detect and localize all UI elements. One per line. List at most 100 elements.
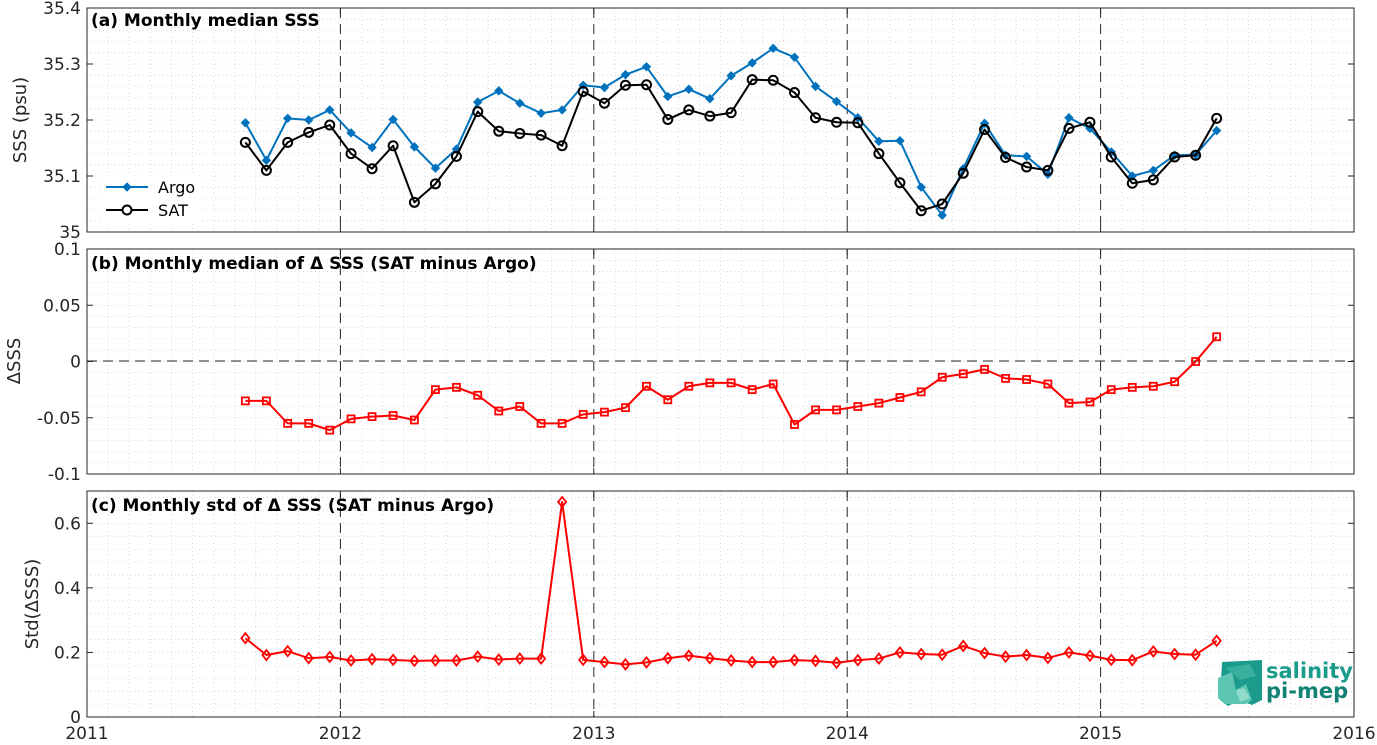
data-point-series xyxy=(262,396,271,406)
data-point-sat xyxy=(366,163,378,175)
data-point-sat xyxy=(979,124,991,136)
data-point-series xyxy=(1170,377,1179,387)
data-point-series xyxy=(557,418,567,428)
data-point-series xyxy=(240,631,251,645)
y-tick-label: 0 xyxy=(70,353,81,373)
data-point-series xyxy=(431,385,440,395)
data-point-series xyxy=(535,652,547,666)
data-point-series xyxy=(303,651,314,665)
data-point-series xyxy=(683,649,694,663)
data-point-sat xyxy=(852,117,864,129)
x-tick-label: 2014 xyxy=(826,724,869,744)
data-point-argo xyxy=(895,136,905,146)
data-point-sat xyxy=(957,167,969,179)
y-tick-label: 0.1 xyxy=(54,240,81,260)
data-point-series xyxy=(1211,634,1222,648)
data-point-series xyxy=(493,653,504,666)
data-point-argo xyxy=(705,94,715,104)
y-tick-label: 35.3 xyxy=(43,55,81,75)
series-line-series-0 xyxy=(245,336,1218,432)
data-point-series xyxy=(894,645,906,659)
data-point-argo xyxy=(430,163,441,173)
data-point-sat xyxy=(598,97,610,109)
data-point-series xyxy=(472,650,483,664)
data-point-series xyxy=(1169,647,1180,661)
data-point-series xyxy=(430,654,441,667)
data-point-argo xyxy=(282,113,293,124)
data-point-series xyxy=(621,403,630,413)
data-point-sat xyxy=(345,148,357,160)
panel-c-grid xyxy=(87,491,1354,717)
panel-c-year-lines xyxy=(339,491,1102,717)
panel-b-ticks: -0.1 -0.05 0 0.05 0.1 xyxy=(37,240,1355,485)
panel-a-grid xyxy=(87,8,1354,232)
y-tick-label: -0.1 xyxy=(48,465,81,485)
data-point-series xyxy=(747,385,757,395)
data-point-series xyxy=(853,402,863,411)
data-point-series xyxy=(1043,379,1053,389)
data-point-series xyxy=(684,381,694,391)
data-point-argo xyxy=(304,115,314,125)
data-point-series xyxy=(1001,373,1010,383)
y-tick-label: -0.05 xyxy=(37,409,81,429)
data-point-sat xyxy=(788,87,800,99)
data-point-series xyxy=(325,425,335,435)
data-point-series xyxy=(768,655,779,669)
x-tick-label: 2011 xyxy=(65,724,108,744)
data-point-sat xyxy=(1000,152,1012,164)
data-point-series xyxy=(747,655,758,669)
data-point-series xyxy=(831,656,842,670)
data-point-sat xyxy=(1042,164,1054,176)
data-point-series xyxy=(641,655,652,669)
data-point-argo xyxy=(916,182,926,192)
y-tick-label: 35.1 xyxy=(43,167,81,187)
data-point-argo xyxy=(641,62,652,72)
data-point-series xyxy=(768,379,778,389)
data-point-series xyxy=(1063,645,1075,659)
data-point-sat xyxy=(450,150,462,162)
data-point-series xyxy=(514,652,525,666)
data-point-sat xyxy=(493,125,505,137)
data-point-series xyxy=(536,418,546,428)
data-point-series xyxy=(387,653,399,667)
data-point-series xyxy=(958,369,968,379)
data-point-sat xyxy=(577,85,589,97)
data-point-sat xyxy=(387,140,399,152)
data-point-sat xyxy=(1126,177,1138,189)
data-point-series xyxy=(1106,385,1116,395)
data-point-series xyxy=(304,418,314,428)
data-point-argo xyxy=(536,108,546,118)
data-point-argo xyxy=(1148,165,1159,176)
data-point-series xyxy=(1191,357,1201,366)
data-point-argo xyxy=(261,155,272,166)
data-point-series xyxy=(916,647,927,661)
data-point-sat xyxy=(1169,151,1181,163)
data-point-argo xyxy=(768,43,778,54)
data-point-series xyxy=(283,418,293,428)
data-point-sat xyxy=(260,164,272,176)
y-tick-label: 35 xyxy=(59,223,81,243)
y-tick-label: 0.4 xyxy=(54,579,81,599)
legend-argo-label: Argo xyxy=(158,178,195,197)
x-tick-label: 2012 xyxy=(319,724,362,744)
data-point-series xyxy=(789,653,800,667)
logo-mark-icon xyxy=(1218,660,1262,706)
data-point-series xyxy=(832,405,841,415)
data-point-argo xyxy=(515,98,525,108)
data-point-series xyxy=(452,382,461,392)
data-point-series xyxy=(811,405,820,415)
data-point-argo xyxy=(494,86,504,96)
data-point-series xyxy=(1021,648,1032,662)
data-point-series xyxy=(937,648,948,662)
data-point-series xyxy=(578,409,588,419)
panel-c-axes-box xyxy=(86,490,1355,718)
panel-b-title: (b) Monthly median of Δ SSS (SAT minus A… xyxy=(91,254,537,274)
data-point-argo xyxy=(473,97,483,107)
data-point-series xyxy=(852,653,863,667)
data-point-sat xyxy=(894,177,906,189)
data-point-series xyxy=(346,414,356,424)
data-point-sat xyxy=(683,104,695,116)
data-point-series xyxy=(662,651,673,665)
panel-a-y-axis-label: SSS (psu) xyxy=(10,77,31,163)
data-point-series xyxy=(1127,653,1138,667)
